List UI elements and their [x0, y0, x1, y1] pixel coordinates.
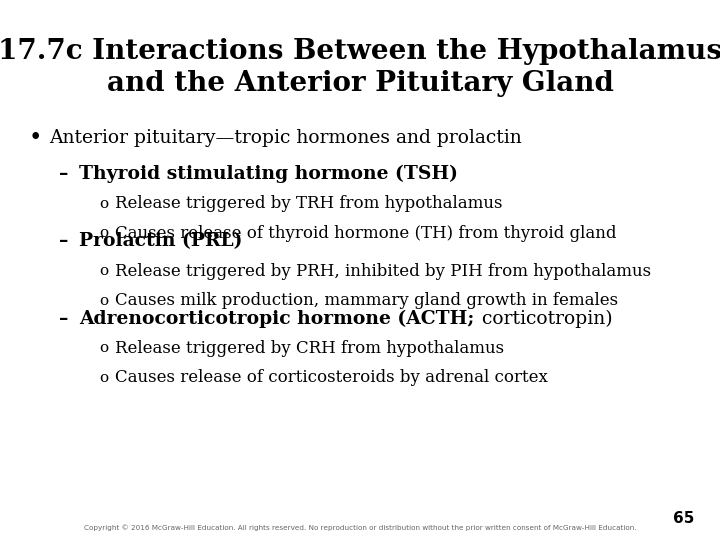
Text: o: o — [99, 226, 109, 240]
Text: Causes milk production, mammary gland growth in females: Causes milk production, mammary gland gr… — [115, 292, 618, 309]
Text: Adrenocorticotropic hormone (ACTH;: Adrenocorticotropic hormone (ACTH; — [79, 309, 474, 328]
Text: o: o — [99, 341, 109, 355]
Text: Thyroid stimulating hormone (TSH): Thyroid stimulating hormone (TSH) — [79, 165, 458, 183]
Text: Causes release of corticosteroids by adrenal cortex: Causes release of corticosteroids by adr… — [115, 369, 548, 387]
Text: Release triggered by PRH, inhibited by PIH from hypothalamus: Release triggered by PRH, inhibited by P… — [115, 262, 652, 280]
Text: and the Anterior Pituitary Gland: and the Anterior Pituitary Gland — [107, 70, 613, 97]
Text: 17.7c Interactions Between the Hypothalamus: 17.7c Interactions Between the Hypothala… — [0, 38, 720, 65]
Text: o: o — [99, 197, 109, 211]
Text: Copyright © 2016 McGraw-Hill Education. All rights reserved. No reproduction or : Copyright © 2016 McGraw-Hill Education. … — [84, 525, 636, 531]
Text: 65: 65 — [673, 511, 695, 526]
Text: Anterior pituitary—tropic hormones and prolactin: Anterior pituitary—tropic hormones and p… — [49, 129, 522, 147]
Text: –: – — [59, 165, 68, 183]
Text: o: o — [99, 264, 109, 278]
Text: •: • — [29, 127, 42, 148]
Text: –: – — [59, 309, 68, 328]
Text: corticotropin): corticotropin) — [476, 309, 613, 328]
Text: Causes release of thyroid hormone (TH) from thyroid gland: Causes release of thyroid hormone (TH) f… — [115, 225, 617, 242]
Text: Prolactin (PRL): Prolactin (PRL) — [79, 232, 243, 251]
Text: o: o — [99, 294, 109, 308]
Text: Release triggered by CRH from hypothalamus: Release triggered by CRH from hypothalam… — [115, 340, 504, 357]
Text: o: o — [99, 371, 109, 385]
Text: Release triggered by TRH from hypothalamus: Release triggered by TRH from hypothalam… — [115, 195, 503, 212]
Text: –: – — [59, 232, 68, 251]
